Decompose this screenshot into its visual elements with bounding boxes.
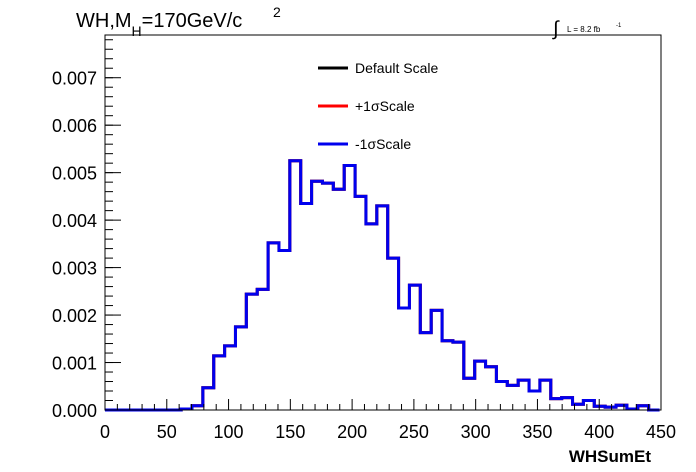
luminosity-label: ∫ L = 8.2 fb -1 — [552, 18, 622, 40]
y-tick-label: 0.000 — [52, 401, 97, 421]
chart-title: WH,MH=170GeV/c 2 — [76, 4, 281, 39]
title-subscript: H — [132, 23, 142, 39]
y-tick-label: 0.004 — [52, 211, 97, 231]
x-tick-label: 100 — [214, 422, 244, 442]
integral-symbol: ∫ — [552, 18, 560, 40]
x-tick-label: 350 — [522, 422, 552, 442]
x-tick-label: 50 — [157, 422, 177, 442]
x-tick-label: 150 — [275, 422, 305, 442]
ticks-layer: 0 50 100 150 200 250 300 350 400 450 0.000 0.001 0.0… — [52, 39, 676, 442]
y-tick-label: 0.003 — [52, 259, 97, 279]
legend-label: +1σScale — [355, 98, 415, 114]
x-tick-label: 400 — [584, 422, 614, 442]
series-line-0 — [105, 159, 660, 412]
y-tick-label: 0.007 — [52, 69, 97, 89]
title-main: WH,M — [76, 10, 132, 32]
legend: Default Scale +1σScale -1σScale — [318, 60, 438, 152]
series-layer — [105, 159, 660, 412]
series-line-1 — [105, 159, 660, 412]
y-tick-label: 0.002 — [52, 306, 97, 326]
y-tick-label: 0.005 — [52, 164, 97, 184]
x-tick-label: 450 — [646, 422, 676, 442]
legend-label: -1σScale — [355, 136, 411, 152]
luminosity-superscript: -1 — [616, 23, 622, 29]
x-tick-label: 0 — [100, 422, 110, 442]
series-line-2 — [105, 159, 660, 412]
y-tick-label: 0.006 — [52, 116, 97, 136]
plot-frame — [104, 34, 662, 411]
title-rest: =170GeV/c — [142, 10, 243, 32]
legend-label: Default Scale — [355, 60, 438, 76]
luminosity-text: L = 8.2 fb — [567, 25, 601, 34]
svg-text:WH,MH=170GeV/c: WH,MH=170GeV/c — [76, 10, 242, 39]
y-tick-label: 0.001 — [52, 354, 97, 374]
x-tick-label: 250 — [399, 422, 429, 442]
x-axis-label: WHSumEt — [569, 447, 652, 466]
title-superscript: 2 — [273, 4, 281, 20]
x-tick-label: 200 — [337, 422, 367, 442]
x-tick-label: 300 — [461, 422, 491, 442]
